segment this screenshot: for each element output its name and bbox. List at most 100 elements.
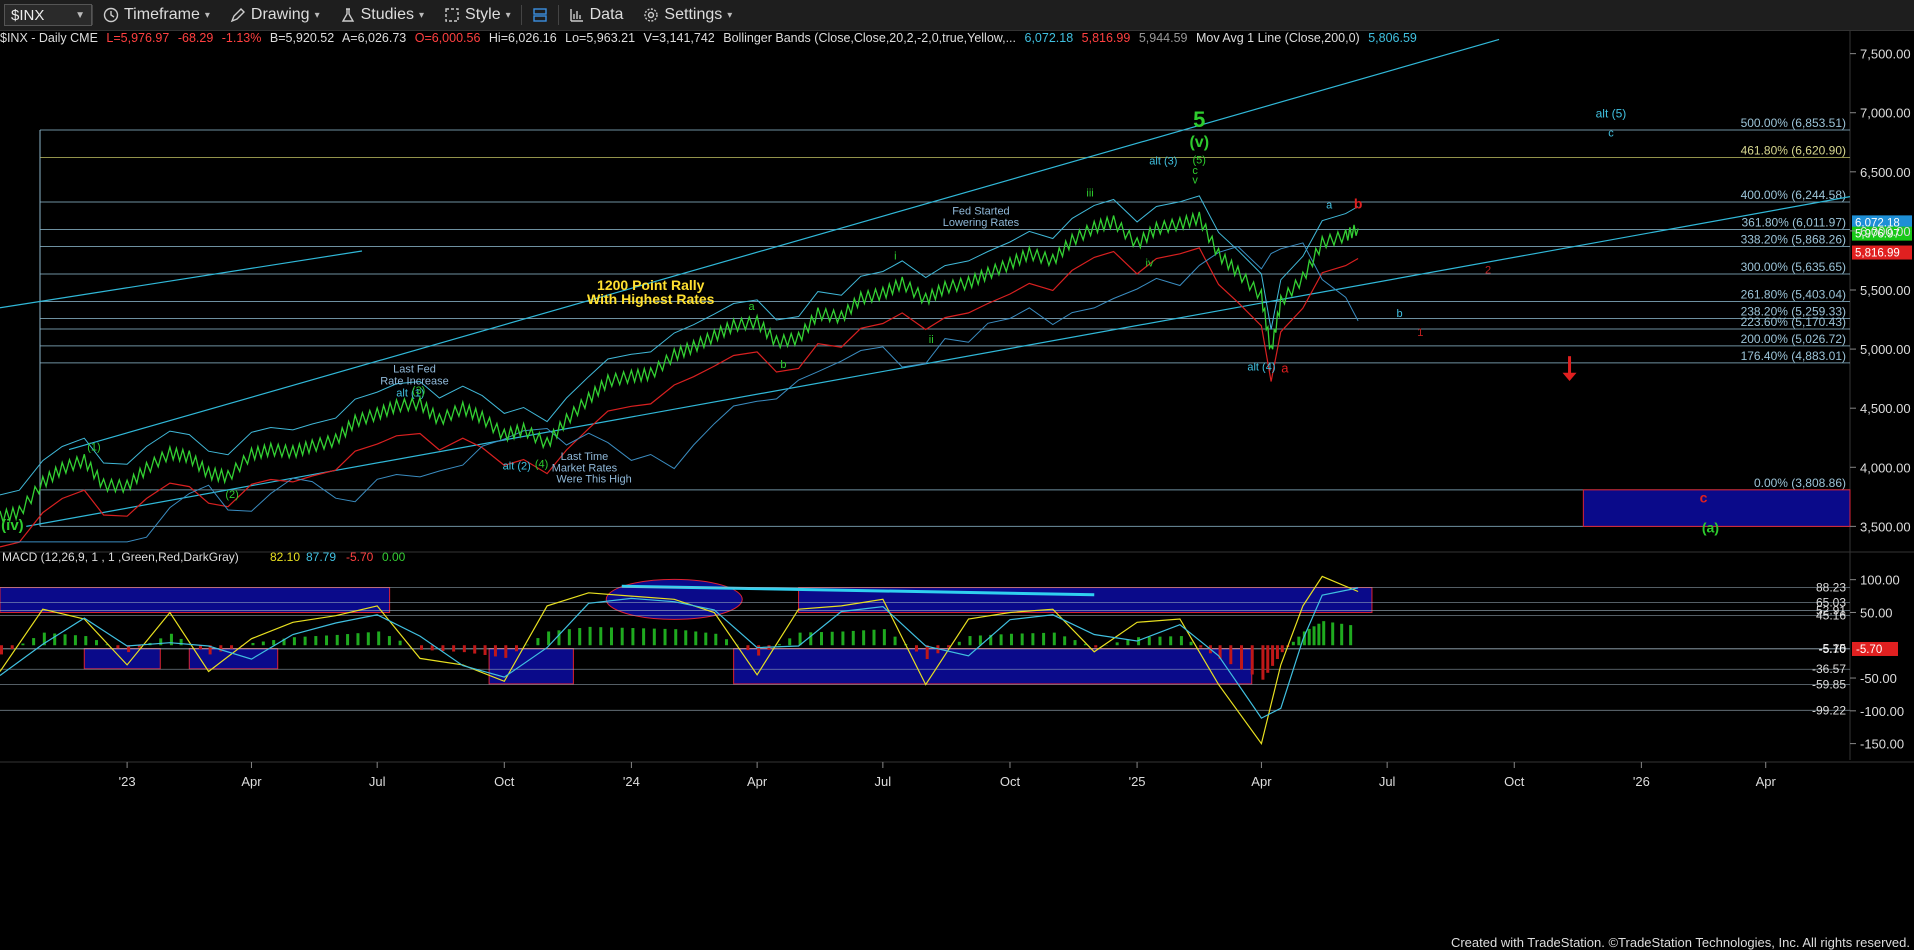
wave-annotation: (v) [1189, 134, 1209, 151]
macd-header-value: 0.00 [382, 550, 406, 564]
wave-annotation: Last Time [561, 451, 609, 463]
macd-histogram-bar [578, 628, 582, 646]
data-button[interactable]: Data [559, 0, 634, 30]
chevron-down-icon: ▾ [505, 9, 511, 21]
info-bb-lower: 5,816.99 [1081, 31, 1131, 45]
macd-highlight-box [83, 648, 161, 670]
layout-button[interactable] [522, 0, 558, 30]
macd-histogram-bar [1052, 632, 1056, 646]
symbol-selector[interactable]: $INX ▼ [4, 4, 92, 26]
macd-histogram-bar [159, 638, 163, 646]
wave-annotation: b [1354, 195, 1363, 211]
macd-histogram-bar [830, 631, 834, 646]
macd-value-tag [1852, 641, 1898, 656]
macd-histogram-bar [127, 645, 131, 653]
price-axis-tick-label: 7,500.00 [1860, 47, 1911, 62]
fib-level-label: 238.20% (5,259.33) [1741, 304, 1846, 318]
timeframe-button[interactable]: Timeframe ▾ [93, 0, 220, 30]
macd-histogram-bar [567, 629, 571, 646]
macd-histogram-bar [947, 645, 951, 648]
macd-histogram-bar [882, 629, 886, 646]
macd-histogram-bar [219, 645, 223, 652]
time-axis-tick-label: Oct [1000, 774, 1021, 789]
macd-histogram-bar [1331, 622, 1335, 646]
settings-button[interactable]: Settings ▾ [633, 0, 742, 30]
macd-histogram-bar [978, 635, 982, 646]
macd-axis-tick-label: -50.00 [1860, 671, 1897, 686]
fib-level-label: 500.00% (6,853.51) [1741, 116, 1846, 130]
macd-histogram-bar [366, 632, 370, 646]
footer-credit: Created with TradeStation. ©TradeStation… [1450, 935, 1910, 950]
wave-annotation: Were This High [556, 474, 631, 486]
fib-level-label: 200.00% (5,026.72) [1741, 332, 1846, 346]
macd-histogram-bar [674, 629, 678, 646]
drawing-button[interactable]: Drawing ▾ [220, 0, 330, 30]
info-high: Hi=6,026.16 [488, 31, 557, 45]
macd-histogram-bar [968, 636, 972, 646]
style-button[interactable]: Style ▾ [434, 0, 521, 30]
price-chart[interactable]: 500.00% (6,853.51) 461.80% (6,620.90) 400.… [0, 30, 1914, 930]
price-axis-tick-label: 5,500.00 [1860, 283, 1911, 298]
info-bb-upper: 6,072.18 [1024, 31, 1074, 45]
macd-histogram-bar [1297, 636, 1301, 646]
fib-level-label: 400.00% (6,244.58) [1741, 188, 1846, 202]
macd-header-value: 82.10 [270, 550, 300, 564]
fib-level-label: 176.40% (4,883.01) [1741, 349, 1846, 363]
studies-button[interactable]: Studies ▾ [330, 0, 434, 30]
macd-histogram-bar [1317, 623, 1321, 646]
macd-histogram-bar [809, 632, 813, 646]
macd-histogram-bar [493, 645, 497, 657]
wave-annotation: 1 [1417, 327, 1423, 339]
price-tag-label: 5,976.97 [1855, 229, 1900, 241]
info-bid: B=5,920.52 [269, 31, 335, 45]
macd-histogram-bar [525, 644, 529, 646]
drawing-label: Drawing [250, 6, 310, 23]
price-axis-tick-label: 3,500.00 [1860, 519, 1911, 534]
bollinger-lower-band [0, 247, 1359, 548]
macd-histogram-bar [547, 631, 551, 646]
wave-annotation: ii [929, 334, 934, 346]
wave-annotation: Rate Increase [380, 376, 448, 388]
macd-histogram-bar [1179, 636, 1183, 646]
macd-histogram-bar [473, 645, 477, 654]
info-bollinger: Bollinger Bands (Close,Close,20,2,-2,0,t… [723, 31, 1017, 45]
wave-annotation: a [749, 301, 756, 313]
wave-annotation: alt (1) [396, 387, 424, 399]
macd-histogram-bar [989, 634, 993, 646]
info-change: -68.29 [177, 31, 214, 45]
macd-histogram-bar [1240, 645, 1244, 670]
macd-histogram-bar [1031, 633, 1035, 646]
macd-histogram-bar [198, 645, 202, 650]
macd-histogram-bar [10, 645, 14, 649]
macd-histogram-bar [757, 645, 761, 656]
macd-histogram-bar [1199, 645, 1203, 648]
wave-annotation: i [894, 250, 896, 262]
macd-histogram-bar [1158, 636, 1162, 646]
wave-annotation: (4) [535, 458, 548, 470]
price-axis-tick-label: 4,000.00 [1860, 460, 1911, 475]
time-axis-tick-label: Jul [1379, 774, 1396, 789]
macd-histogram-bar [1275, 645, 1279, 660]
wave-annotation: alt (5) [1596, 106, 1627, 120]
macd-histogram-bar [957, 641, 961, 646]
info-change-pct: -1.13% [221, 31, 262, 45]
info-volume: V=3,141,742 [643, 31, 715, 45]
price-tag-label: 6,072.18 [1855, 217, 1900, 229]
macd-level-label: 52.91 [1816, 604, 1846, 618]
macd-histogram-bar [862, 630, 866, 646]
macd-highlight-box [733, 648, 1253, 685]
macd-histogram-bar [694, 631, 698, 646]
macd-histogram-bar [925, 645, 929, 660]
macd-histogram-bar [663, 628, 667, 646]
macd-histogram-bar [169, 633, 173, 646]
info-open: O=6,000.56 [414, 31, 481, 45]
pencil-icon [230, 8, 245, 23]
wave-annotation: (1) [87, 442, 100, 454]
macd-histogram-bar [1307, 628, 1311, 646]
macd-histogram-bar [1218, 645, 1222, 660]
chevron-down-icon: ▾ [418, 9, 425, 21]
macd-histogram-bar [588, 626, 592, 646]
fib-level-label: 461.80% (6,620.90) [1741, 144, 1846, 158]
price-tag-box [1852, 215, 1912, 230]
macd-histogram-bar [1280, 645, 1284, 653]
